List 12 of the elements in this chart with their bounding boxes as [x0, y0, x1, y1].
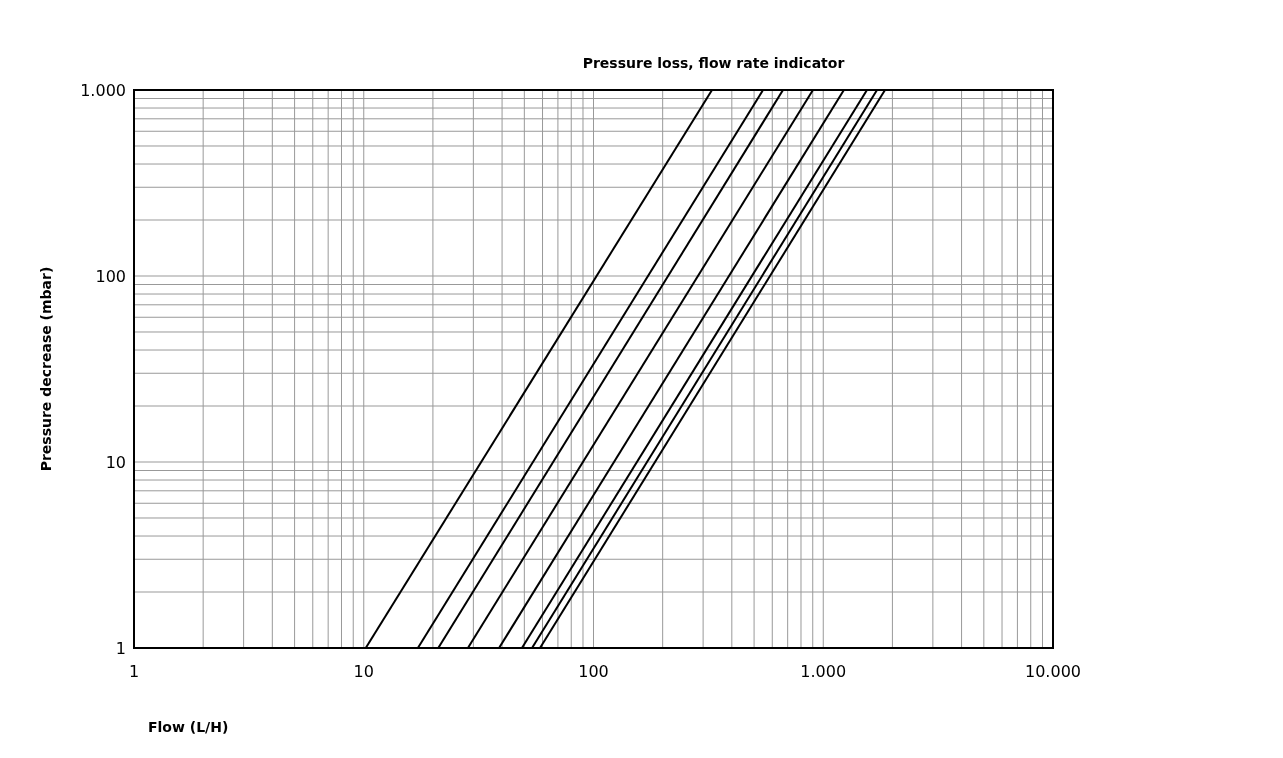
y-tick-label: 1: [115, 638, 126, 658]
x-tick-label: 1: [128, 662, 140, 682]
x-axis-title: Flow (L/H): [148, 719, 229, 735]
x-tick-label: 10.000: [1025, 662, 1081, 682]
chart-title: Pressure loss, flow rate indicator: [582, 55, 845, 71]
x-tick-label: 100: [578, 662, 609, 682]
x-tick-label: 10: [353, 662, 374, 682]
y-tick-label: 1.000: [80, 80, 126, 100]
y-axis-title: Pressure decrease (mbar): [37, 266, 54, 472]
y-tick-label: 100: [95, 266, 126, 286]
x-tick-label: 1.000: [800, 662, 847, 682]
y-tick-label: 10: [105, 452, 126, 472]
